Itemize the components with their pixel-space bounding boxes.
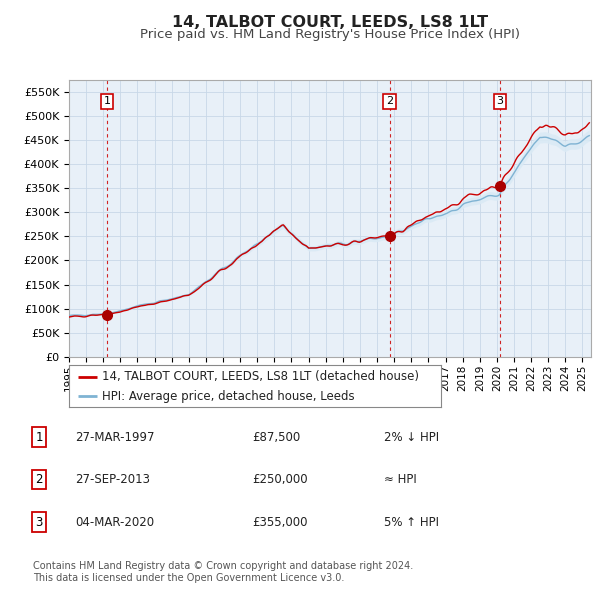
Text: 2: 2 bbox=[35, 473, 43, 486]
Text: 14, TALBOT COURT, LEEDS, LS8 1LT (detached house): 14, TALBOT COURT, LEEDS, LS8 1LT (detach… bbox=[103, 370, 419, 383]
Text: 14, TALBOT COURT, LEEDS, LS8 1LT: 14, TALBOT COURT, LEEDS, LS8 1LT bbox=[172, 15, 488, 30]
Text: 2: 2 bbox=[386, 96, 393, 106]
Text: 04-MAR-2020: 04-MAR-2020 bbox=[75, 516, 154, 529]
Text: 3: 3 bbox=[496, 96, 503, 106]
Text: Contains HM Land Registry data © Crown copyright and database right 2024.
This d: Contains HM Land Registry data © Crown c… bbox=[33, 561, 413, 583]
Text: ≈ HPI: ≈ HPI bbox=[384, 473, 417, 486]
Text: 1: 1 bbox=[35, 431, 43, 444]
Text: £87,500: £87,500 bbox=[252, 431, 300, 444]
Text: Price paid vs. HM Land Registry's House Price Index (HPI): Price paid vs. HM Land Registry's House … bbox=[140, 28, 520, 41]
Text: 2% ↓ HPI: 2% ↓ HPI bbox=[384, 431, 439, 444]
Text: 27-SEP-2013: 27-SEP-2013 bbox=[75, 473, 150, 486]
Text: 3: 3 bbox=[35, 516, 43, 529]
Text: 1: 1 bbox=[104, 96, 110, 106]
Text: HPI: Average price, detached house, Leeds: HPI: Average price, detached house, Leed… bbox=[103, 390, 355, 403]
Text: 5% ↑ HPI: 5% ↑ HPI bbox=[384, 516, 439, 529]
Text: £250,000: £250,000 bbox=[252, 473, 308, 486]
Text: 27-MAR-1997: 27-MAR-1997 bbox=[75, 431, 155, 444]
Text: £355,000: £355,000 bbox=[252, 516, 308, 529]
